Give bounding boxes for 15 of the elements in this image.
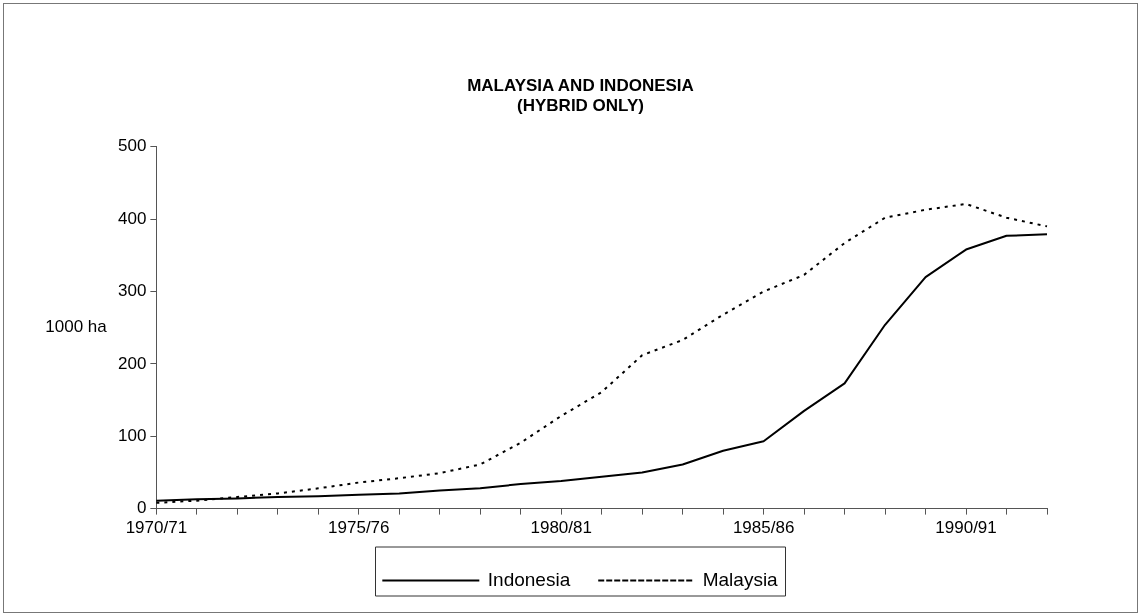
x-tick-label: 1970/71 (125, 518, 188, 538)
y-tick-label: 300 (117, 281, 147, 301)
x-tick-label: 1980/81 (530, 518, 592, 538)
y-tick-label: 500 (117, 136, 147, 156)
x-tick-label: 1985/86 (732, 518, 795, 538)
y-tick-label: 400 (117, 208, 147, 228)
chart-title: MALAYSIA AND INDONESIA (HYBRID ONLY) (467, 75, 694, 116)
y-tick-label: 200 (117, 353, 147, 373)
y-tick-label: 100 (117, 425, 147, 445)
y-tick-label: 0 (136, 498, 147, 518)
y-axis-title: 1000 ha (45, 317, 108, 337)
legend-label: Indonesia (487, 568, 571, 590)
x-tick-label: 1990/91 (935, 518, 997, 538)
legend-label: Malaysia (702, 568, 779, 590)
x-tick-label: 1975/76 (328, 518, 390, 538)
